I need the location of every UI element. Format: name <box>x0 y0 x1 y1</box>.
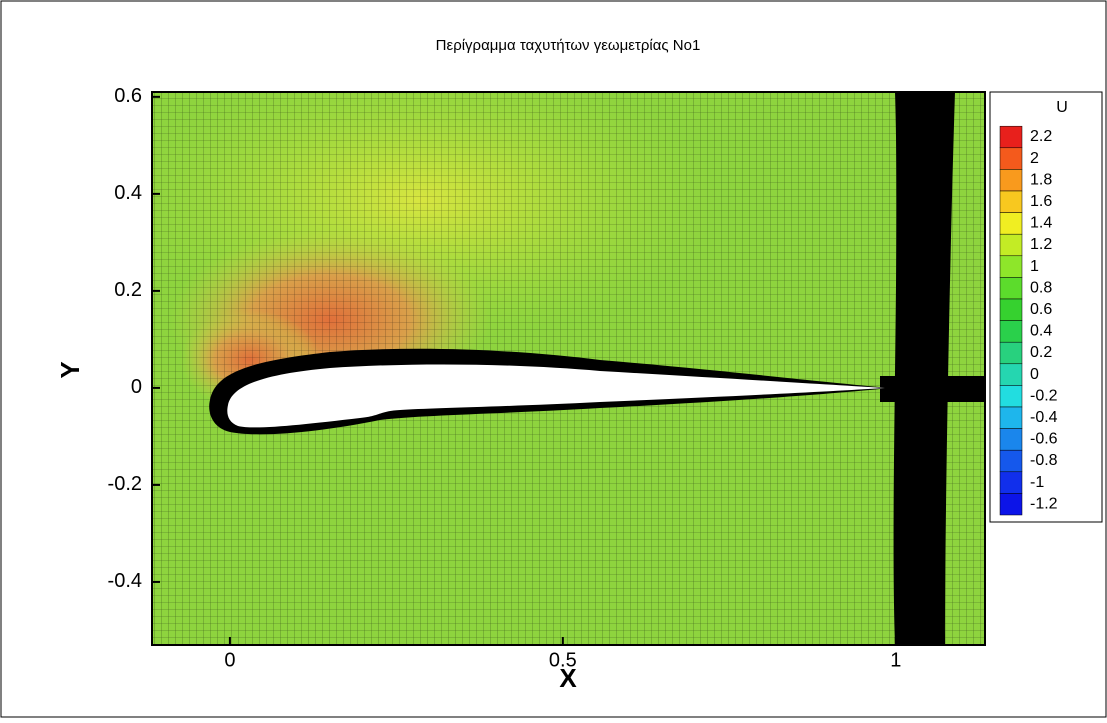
colorbar-swatch <box>999 233 1023 257</box>
y-tick-label: 0 <box>131 376 142 398</box>
colorbar-swatch <box>999 190 1023 213</box>
colorbar-label: 1 <box>1030 258 1039 275</box>
colorbar-swatch <box>999 147 1023 170</box>
colorbar-label: 2.2 <box>1030 128 1052 145</box>
colorbar-swatch <box>999 471 1023 494</box>
colorbar-swatch <box>999 341 1023 365</box>
colorbar-swatch <box>999 363 1023 386</box>
colorbar-swatch <box>999 277 1023 300</box>
x-tick-label: 0 <box>224 649 235 671</box>
y-tick-label: 0.4 <box>114 182 142 204</box>
colorbar-label: -1 <box>1030 474 1044 491</box>
chart-title: Περίγραμμα ταχυτήτων γεωμετρίας Νο1 <box>436 37 701 54</box>
colorbar-label: -0.8 <box>1030 452 1058 469</box>
colorbar-label: -0.4 <box>1030 409 1058 426</box>
colorbar-label: 0.8 <box>1030 279 1052 296</box>
colorbar-swatch <box>999 385 1023 408</box>
contour-field <box>152 92 985 645</box>
y-axis-label: Y <box>55 361 85 378</box>
colorbar-swatch <box>999 125 1023 149</box>
x-tick-label: 1 <box>890 649 901 671</box>
colorbar-label: -0.2 <box>1030 387 1058 404</box>
y-tick-label: 0.2 <box>114 279 142 301</box>
plot-frame <box>151 91 986 646</box>
colorbar-label: 1.8 <box>1030 171 1052 188</box>
colorbar-label: -0.6 <box>1030 431 1058 448</box>
colorbar-swatch <box>999 212 1023 235</box>
colorbar-swatch <box>999 449 1023 473</box>
colorbar-label: 1.4 <box>1030 215 1052 232</box>
y-tick-label: -0.4 <box>108 570 142 592</box>
colorbar-label: 1.2 <box>1030 236 1052 253</box>
colorbar-label: 1.6 <box>1030 193 1052 210</box>
colorbar-label: -1.2 <box>1030 495 1058 512</box>
colorbar-swatch <box>999 169 1023 192</box>
colorbar-label: 0.4 <box>1030 323 1052 340</box>
colorbar-swatch <box>999 406 1023 429</box>
y-tick-label: 0.6 <box>114 85 142 107</box>
colorbar-label: 0.6 <box>1030 301 1052 318</box>
colorbar-swatch <box>999 493 1023 516</box>
colorbar-label: 0.2 <box>1030 344 1052 361</box>
colorbar-title: U <box>1056 99 1068 116</box>
x-tick-label: 0.5 <box>549 649 577 671</box>
colorbar-label: 0 <box>1030 366 1039 383</box>
colorbar-label: 2 <box>1030 150 1039 167</box>
colorbar-swatch <box>999 298 1023 321</box>
y-tick-label: -0.2 <box>108 473 142 495</box>
colorbar-swatch <box>999 320 1023 343</box>
colorbar-swatch <box>999 428 1023 451</box>
colorbar-swatch <box>999 255 1023 278</box>
x-axis-label: X <box>559 663 577 693</box>
